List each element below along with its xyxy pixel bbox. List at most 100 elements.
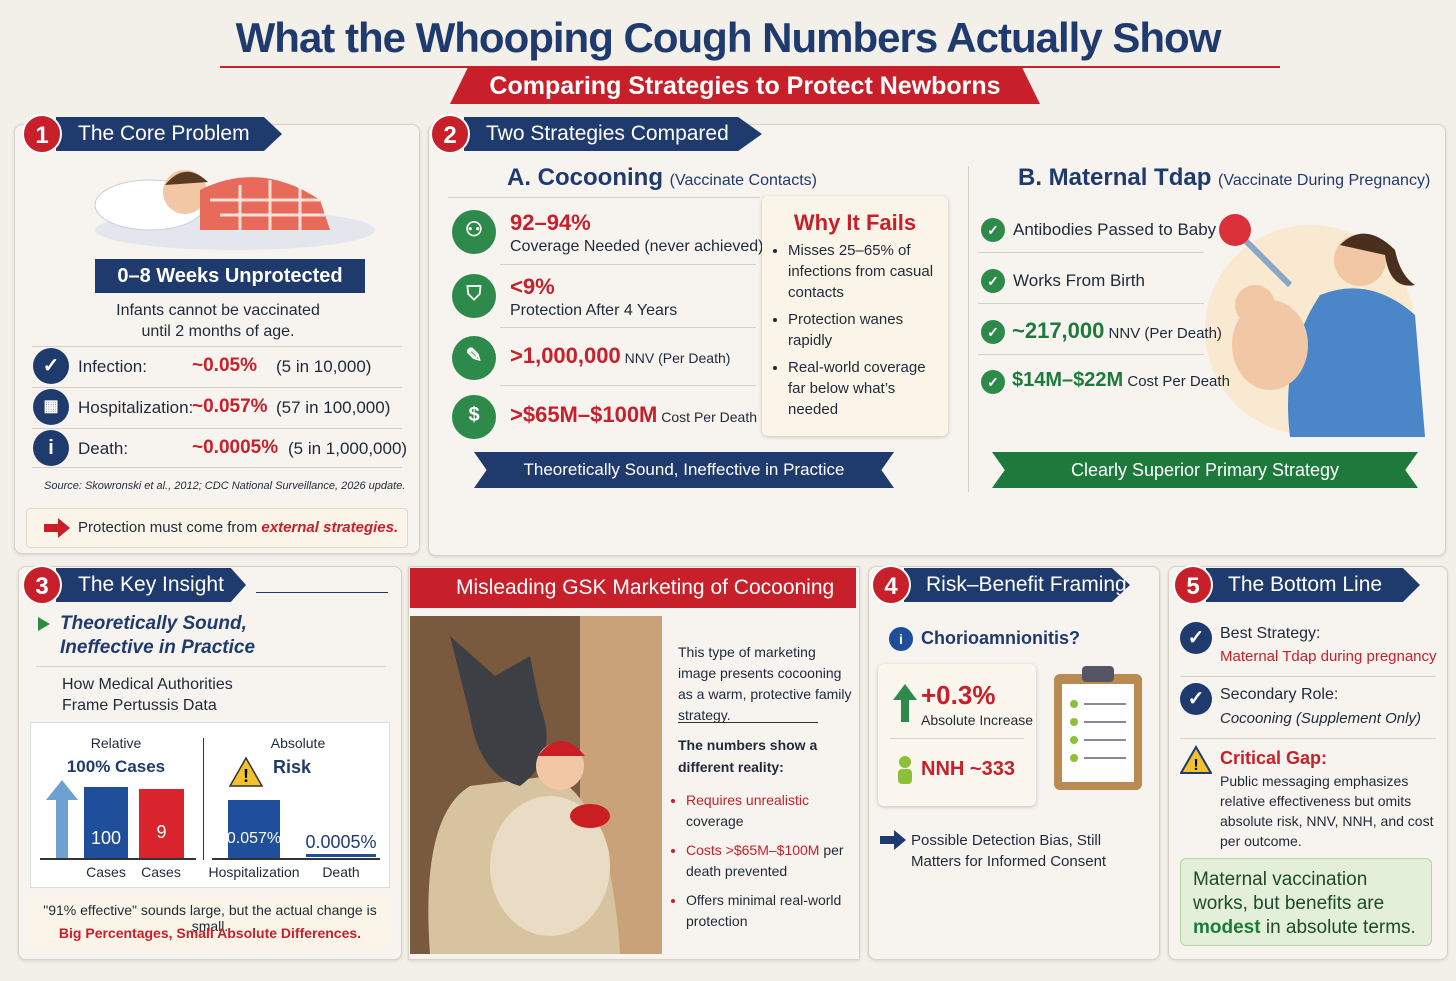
marketing-point: Offers minimal real-world protection	[686, 890, 858, 932]
badge: 4	[871, 565, 911, 605]
badge: 2	[430, 114, 470, 154]
check-icon: ✓	[1180, 683, 1212, 715]
callout: Protection must come from external strat…	[78, 519, 398, 536]
item-text: Cost Per Death	[1127, 373, 1230, 390]
item-value: ~217,000	[1012, 318, 1105, 343]
label: Absolute	[270, 735, 326, 751]
warning-icon: !	[228, 756, 264, 787]
item-text: Cost Per Death	[661, 409, 757, 425]
note: Infants cannot be vaccinated until 2 mon…	[116, 302, 320, 340]
arrow	[38, 617, 50, 631]
why-point: Real-world coverage far below what’s nee…	[788, 357, 942, 420]
callout-emphasis: external strategies.	[261, 519, 399, 536]
marketing-image	[410, 616, 662, 954]
check-icon: ✓	[1180, 622, 1212, 654]
item-text: Protection After 4 Years	[510, 302, 678, 319]
svg-text:!: !	[243, 766, 249, 786]
up-arrow	[893, 684, 917, 722]
item-value: >1,000,000	[510, 343, 621, 368]
item-text: Maternal Tdap during pregnancy	[1220, 648, 1437, 665]
separator	[978, 354, 1204, 355]
caption: Risk	[273, 757, 312, 777]
arrow	[44, 518, 70, 538]
row-value: ~0.057%	[192, 396, 268, 417]
item-value: >$65M–$100M	[510, 402, 658, 427]
item-label: Best Strategy:	[1220, 625, 1321, 642]
strategy-sub: (Vaccinate During Pregnancy)	[1218, 172, 1431, 189]
marketing-point: Costs >$65M–$100M per death prevented	[686, 840, 858, 882]
point-emphasis: Offers minimal real-world protection	[686, 892, 842, 929]
lead: The numbers show a different reality:	[678, 737, 818, 775]
item-text: Antibodies Passed to Baby	[1013, 220, 1217, 239]
bar	[139, 789, 184, 858]
row-label: Death:	[78, 439, 129, 458]
title: What the Whooping Cough Numbers Actually…	[235, 14, 1222, 61]
item-label: Secondary Role:	[1220, 686, 1339, 703]
shield-icon: ⛉	[452, 274, 496, 318]
strategy-sub: (Vaccinate Contacts)	[669, 172, 817, 189]
bar-label: Cases	[86, 864, 126, 880]
check-icon: ✓	[981, 320, 1005, 344]
separator	[32, 346, 402, 347]
quote: "91% effective" sounds large, but the ac…	[43, 902, 377, 934]
item-text: Coverage Needed (never achieved)	[510, 238, 764, 255]
callout-text: Protection must come from	[78, 519, 262, 536]
separator	[500, 385, 756, 386]
mother-illustration	[1205, 214, 1425, 437]
why-list: Misses 25–65% of infections from casual …	[770, 240, 942, 420]
separator	[448, 197, 760, 198]
separator	[32, 467, 402, 468]
why-box	[762, 196, 948, 436]
point-emphasis: Requires unrealistic	[686, 792, 809, 808]
caption: 100% Cases	[66, 757, 166, 776]
bar-value: 9	[156, 822, 167, 842]
arrow	[880, 830, 906, 850]
row-detail: (57 in 100,000)	[276, 398, 391, 417]
badge: 5	[1173, 565, 1213, 605]
check-icon: ✓	[981, 269, 1005, 293]
separator	[500, 327, 756, 328]
why-point: Misses 25–65% of infections from casual …	[788, 240, 942, 303]
separator	[978, 303, 1204, 304]
svg-text:!: !	[1193, 757, 1198, 774]
bar-value: 100	[90, 828, 122, 848]
money-icon: $	[452, 395, 496, 439]
verdict: Clearly Superior Primary Strategy	[992, 452, 1418, 488]
conclusion-text: in absolute terms.	[1260, 917, 1416, 938]
item-text: NNV (Per Death)	[624, 350, 731, 366]
info-icon: i	[889, 627, 913, 651]
hospital-icon: ▦	[33, 389, 69, 425]
increase-label: Absolute Increase	[921, 712, 1034, 728]
item-text: Works From Birth	[1013, 271, 1145, 290]
why-title: Why It Fails	[793, 210, 917, 235]
marketing-list: Requires unrealistic coverage Costs >$65…	[672, 790, 858, 932]
subtitle: Comparing Strategies to Protect Newborns	[450, 68, 1040, 104]
check-icon: ✓	[981, 370, 1005, 394]
verdict: Theoretically Sound, Ineffective in Prac…	[474, 452, 894, 488]
conclusion: Maternal vaccination works, but benefits…	[1180, 858, 1432, 946]
section-title: The Bottom Line	[1206, 568, 1420, 602]
info-icon: i	[33, 430, 69, 466]
badge: 3	[22, 565, 62, 605]
increase: +0.3%	[921, 680, 996, 710]
bar-value: 0.0005%	[305, 832, 377, 852]
badge: 1	[22, 114, 62, 154]
people-icon: ⚇	[452, 210, 496, 254]
conclusion-emphasis: modest	[1193, 917, 1261, 938]
conclusion-text: Maternal vaccination works, but benefits…	[1193, 869, 1385, 914]
row-detail: (5 in 1,000,000)	[288, 439, 408, 458]
check-icon: ✓	[33, 348, 69, 384]
divider	[203, 738, 204, 860]
section-title: Two Strategies Compared	[464, 117, 762, 151]
item-text: Public messaging emphasizes relative eff…	[1220, 773, 1434, 849]
row-label: Infection:	[78, 357, 147, 376]
item-value: $14M–$22M	[1012, 369, 1124, 391]
point-emphasis: Costs >$65M–$100M	[686, 842, 820, 858]
check-icon: ✓	[981, 218, 1005, 242]
item: $14M–$22M Cost Per Death	[1012, 369, 1230, 392]
section-title: The Key Insight	[56, 568, 246, 602]
quote-box	[30, 894, 390, 950]
strategy-a-title: A. Cocooning (Vaccinate Contacts)	[507, 164, 817, 192]
separator	[36, 666, 386, 667]
